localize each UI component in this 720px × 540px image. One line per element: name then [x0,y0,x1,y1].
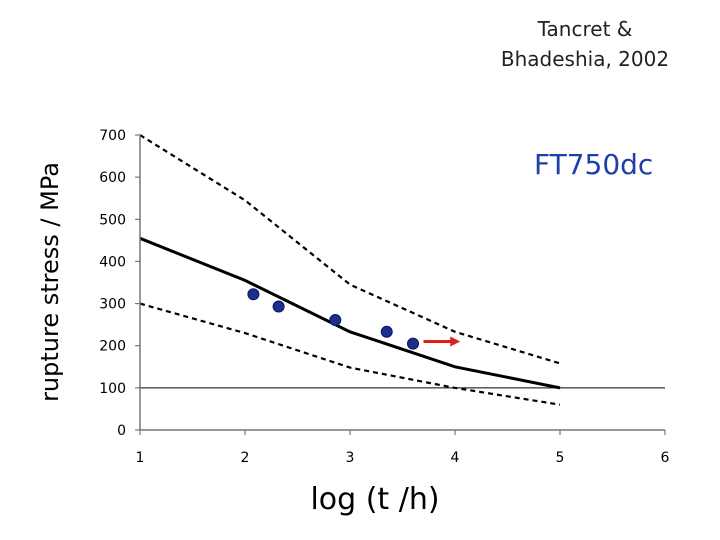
y-tick-label: 500 [99,212,126,228]
bound-line-1 [139,134,561,365]
prediction-line [139,236,561,390]
arrow-head [450,336,461,347]
y-tick-label: 600 [99,170,126,186]
y-axis-label: rupture stress / MPa [36,162,64,402]
data-point [272,300,285,313]
x-tick-label: 4 [451,450,460,466]
y-tick-label: 200 [99,339,126,355]
attribution-line-2: Bhadeshia, 2002 [500,47,670,71]
bound-line-2 [139,302,561,406]
data-point [247,288,260,301]
attribution: Tancret & Bhadeshia, 2002 [470,14,700,74]
x-tick-label: 3 [346,450,355,466]
data-point [380,325,393,338]
x-tick-label: 2 [241,450,250,466]
x-axis-label: log (t /h) [310,482,440,517]
x-tick-label: 6 [661,450,670,466]
series-annotation: FT750dc [534,148,654,181]
y-tick-label: 300 [99,297,126,313]
x-tick-label: 1 [136,450,145,466]
y-tick-label: 100 [99,381,126,397]
data-point [329,314,342,327]
y-tick-label: 0 [117,423,126,439]
attribution-line-1: Tancret & [537,17,633,41]
y-tick-label: 700 [99,128,126,144]
y-tick-label: 400 [99,254,126,270]
x-tick-label: 5 [556,450,565,466]
data-point [407,337,419,350]
